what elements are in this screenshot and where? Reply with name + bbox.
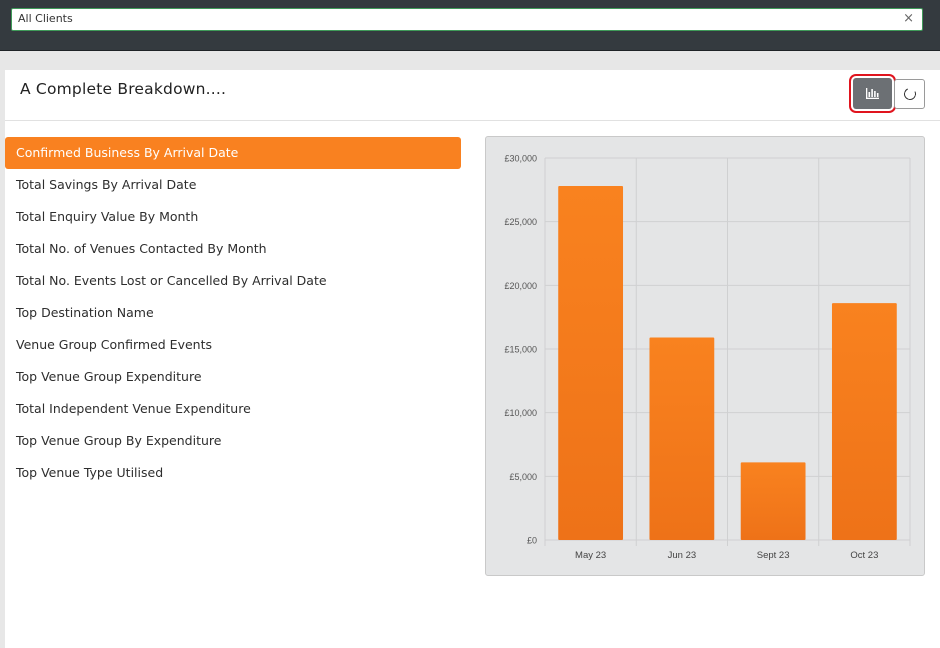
panel-title: A Complete Breakdown.... [20,80,227,98]
x-tick-label: Sept 23 [757,550,790,561]
bar[interactable] [740,462,806,540]
y-tick-label: £25,000 [504,217,537,227]
menu-item[interactable]: Top Venue Group By Expenditure [16,433,222,448]
chart-container: £0 £5,000 £10,000 £15,000 £20,000 £25,000 £30,… [485,136,925,576]
clear-icon[interactable]: × [903,11,914,26]
y-tick-label: £30,000 [504,154,537,164]
y-tick-label: £15,000 [504,345,537,355]
menu-item[interactable]: Total Savings By Arrival Date [16,177,197,192]
chart-view-button[interactable] [853,78,892,109]
bar-chart-icon [866,88,879,99]
report-menu: Confirmed Business By Arrival Date Total … [5,137,461,489]
y-tick-label: £20,000 [504,281,537,291]
top-bar: All Clients × [0,0,940,51]
menu-item[interactable]: Total Enquiry Value By Month [16,209,199,224]
refresh-icon [902,86,918,102]
breakdown-panel: A Complete Breakdown.... Confirmed Busin… [5,70,940,648]
bar[interactable] [831,303,897,540]
menu-item[interactable]: Venue Group Confirmed Events [16,337,212,352]
bar[interactable] [558,186,624,540]
client-select[interactable]: All Clients × [11,8,923,31]
bar[interactable] [649,337,715,540]
panel-header: A Complete Breakdown.... [5,70,940,121]
refresh-button[interactable] [894,79,925,109]
x-tick-label: May 23 [575,550,606,561]
menu-item[interactable]: Total No. of Venues Contacted By Month [16,241,267,256]
bar-chart: £0 £5,000 £10,000 £15,000 £20,000 £25,000 £30,… [504,154,911,561]
y-tick-label: £0 [527,536,537,546]
x-tick-label: Oct 23 [850,550,878,561]
menu-item[interactable]: Top Venue Type Utilised [16,465,164,480]
x-tick-label: Jun 23 [668,550,697,561]
menu-item[interactable]: Total Independent Venue Expenditure [16,401,251,416]
menu-item[interactable]: Top Destination Name [16,305,154,320]
client-select-value: All Clients [18,12,73,25]
menu-item[interactable]: Total No. Events Lost or Cancelled By Ar… [16,273,327,288]
y-tick-label: £5,000 [509,472,537,482]
menu-item[interactable]: Confirmed Business By Arrival Date [5,137,461,169]
y-tick-label: £10,000 [504,408,537,418]
menu-item[interactable]: Top Venue Group Expenditure [16,369,202,384]
